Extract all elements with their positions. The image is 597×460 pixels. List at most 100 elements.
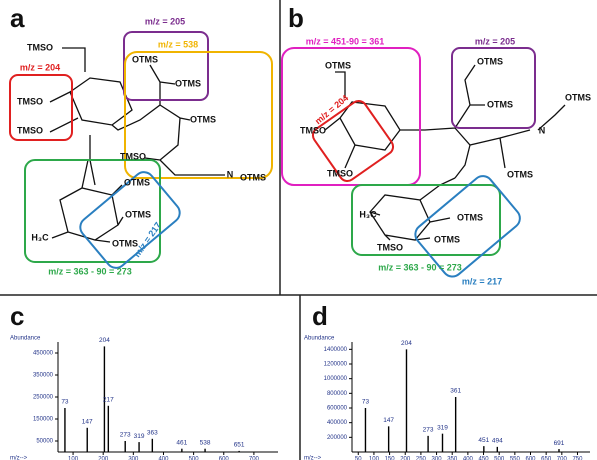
fragment-label: m/z = 363 - 90 = 273 xyxy=(378,262,462,272)
x-tick-label: 50 xyxy=(355,457,362,460)
group-label: OTMS xyxy=(477,56,503,66)
group-label: OTMS xyxy=(112,238,138,248)
x-tick-label: 600 xyxy=(525,457,536,460)
group-label: N xyxy=(539,125,546,135)
group-label: OTMS xyxy=(487,99,513,109)
y-tick-label: 1200000 xyxy=(324,362,348,368)
fragment-box xyxy=(414,175,521,278)
y-axis-label: Abundance xyxy=(304,336,335,342)
group-label: TMSO xyxy=(27,42,53,52)
group-label: TMSO xyxy=(300,125,326,135)
x-tick-label: 200 xyxy=(98,457,109,460)
panel-b: b m/z = 451-90 = 361 m/z = 205 m/z = 204… xyxy=(281,3,591,286)
group-label: OTMS xyxy=(175,78,201,88)
peak-label: 147 xyxy=(82,419,93,426)
peak-label: 363 xyxy=(147,430,158,437)
x-axis-label: m/z--> xyxy=(10,456,28,460)
fragment-label: m/z = 451-90 = 361 xyxy=(306,36,385,46)
x-tick-label: 550 xyxy=(510,457,521,460)
peak-label: 461 xyxy=(176,439,187,446)
fragment-label: m/z = 205 xyxy=(475,36,515,46)
y-tick-label: 600000 xyxy=(327,406,348,412)
group-label: OTMS xyxy=(124,177,150,187)
peak-label: 204 xyxy=(401,340,412,347)
y-tick-label: 250000 xyxy=(33,395,54,401)
y-tick-label: 1400000 xyxy=(324,347,348,353)
group-label: OTMS xyxy=(240,172,266,182)
group-label: OTMS xyxy=(325,60,351,70)
fragment-label: m/z = 363 - 90 = 273 xyxy=(48,266,132,276)
y-tick-label: 800000 xyxy=(327,391,348,397)
group-label: OTMS xyxy=(457,212,483,222)
group-label: OTMS xyxy=(125,209,151,219)
group-label: TMSO xyxy=(120,151,146,161)
x-tick-label: 100 xyxy=(68,457,79,460)
y-tick-label: 350000 xyxy=(33,373,54,379)
peak-label: 651 xyxy=(234,442,245,449)
group-label: OTMS xyxy=(507,169,533,179)
x-tick-label: 500 xyxy=(494,457,505,460)
x-tick-label: 400 xyxy=(158,457,169,460)
y-tick-label: 50000 xyxy=(36,439,53,445)
y-tick-label: 450000 xyxy=(33,351,54,357)
group-label: TMSO xyxy=(327,168,353,178)
peak-label: 217 xyxy=(103,397,114,404)
x-tick-label: 200 xyxy=(400,457,411,460)
group-label: OTMS xyxy=(132,54,158,64)
x-tick-label: 300 xyxy=(128,457,139,460)
group-label: TMSO xyxy=(17,96,43,106)
x-tick-label: 400 xyxy=(463,457,474,460)
peak-label: 319 xyxy=(437,424,448,431)
group-label: TMSO xyxy=(17,125,43,135)
fragment-label: m/z = 205 xyxy=(145,16,185,26)
group-label: OTMS xyxy=(565,92,591,102)
group-label: OTMS xyxy=(434,234,460,244)
group-label: TMSO xyxy=(377,242,403,252)
panel-letter: a xyxy=(10,3,25,33)
y-tick-label: 1000000 xyxy=(324,376,348,382)
fragment-label: m/z = 204 xyxy=(20,62,60,72)
y-tick-label: 150000 xyxy=(33,417,54,423)
x-tick-label: 100 xyxy=(369,457,380,460)
panel-letter: c xyxy=(10,301,24,331)
peak-label: 73 xyxy=(362,399,370,406)
x-tick-label: 750 xyxy=(572,457,583,460)
x-tick-label: 150 xyxy=(385,457,396,460)
x-tick-label: 500 xyxy=(189,457,200,460)
group-label: H₃C xyxy=(31,232,49,242)
y-tick-label: 200000 xyxy=(327,435,348,441)
peak-label: 204 xyxy=(99,337,110,344)
x-tick-label: 700 xyxy=(557,457,568,460)
structure-bonds xyxy=(49,47,225,243)
x-tick-label: 450 xyxy=(479,457,490,460)
x-tick-label: 650 xyxy=(541,457,552,460)
panel-a: a m/z = 205 m/z = 538 m/z = 204 m/z = 36… xyxy=(9,3,273,276)
peak-label: 273 xyxy=(120,432,131,439)
peak-label: 361 xyxy=(450,388,461,395)
structure-bonds xyxy=(324,64,566,241)
panel-letter: b xyxy=(288,3,304,33)
group-label: OTMS xyxy=(190,114,216,124)
peak-label: 538 xyxy=(200,439,211,446)
peak-label: 273 xyxy=(423,427,434,434)
peak-label: 451 xyxy=(478,437,489,444)
panel-letter: d xyxy=(312,301,328,331)
peak-label: 319 xyxy=(134,433,145,440)
x-tick-label: 700 xyxy=(249,457,260,460)
y-tick-label: 400000 xyxy=(327,420,348,426)
x-tick-label: 300 xyxy=(432,457,443,460)
peak-label: 147 xyxy=(383,417,394,424)
peak-label: 691 xyxy=(554,440,565,447)
peak-label: 73 xyxy=(61,399,69,406)
x-tick-label: 350 xyxy=(447,457,458,460)
group-label: N xyxy=(227,169,234,179)
fragment-box xyxy=(9,74,73,141)
fragment-box xyxy=(124,51,273,179)
fragment-box xyxy=(24,159,161,263)
x-tick-label: 600 xyxy=(219,457,230,460)
group-label: H₃C xyxy=(359,209,377,219)
fragment-label: m/z = 217 xyxy=(462,276,502,286)
x-tick-label: 250 xyxy=(416,457,427,460)
y-axis-label: Abundance xyxy=(10,336,41,342)
